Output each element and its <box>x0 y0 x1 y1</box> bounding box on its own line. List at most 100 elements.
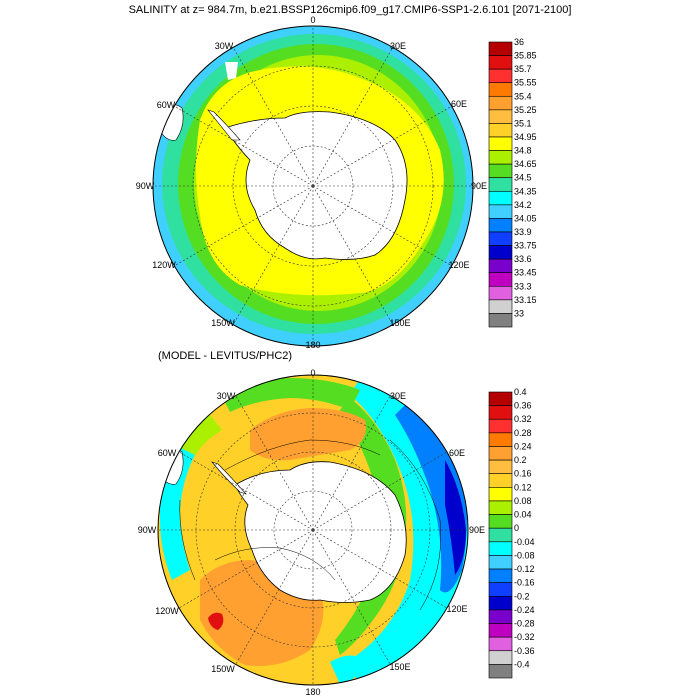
bottom-lon-label: 150E <box>389 662 410 672</box>
top-colorbar-label: 33.9 <box>514 227 532 237</box>
bottom-colorbar-box <box>488 664 513 679</box>
bottom-colorbar-label: -0.4 <box>514 659 530 669</box>
top-colorbar-label: 34.8 <box>514 146 532 156</box>
bottom-lon-label: 90W <box>138 525 157 535</box>
bottom-colorbar-label: -0.12 <box>514 564 535 574</box>
bottom-colorbar-box <box>488 391 513 406</box>
top-lon-label: 180 <box>305 340 320 350</box>
top-colorbar-box <box>488 285 513 301</box>
bottom-colorbar-label: 0.4 <box>514 387 527 397</box>
bottom-colorbar-label: -0.08 <box>514 550 535 560</box>
bottom-colorbar-label: -0.04 <box>514 537 535 547</box>
bottom-colorbar-label: 0 <box>514 523 519 533</box>
bottom-lon-label: 0 <box>310 368 315 378</box>
bottom-colorbar-box <box>488 650 513 665</box>
bottom-colorbar-box <box>488 500 513 515</box>
bottom-colorbar-label: -0.24 <box>514 605 535 615</box>
bottom-colorbar-label: 0.16 <box>514 469 532 479</box>
bottom-colorbar-label: -0.32 <box>514 632 535 642</box>
top-colorbar-box <box>488 272 513 287</box>
top-colorbar-label: 34.35 <box>514 186 537 196</box>
bottom-map <box>158 375 468 685</box>
bottom-colorbar-label: 0.08 <box>514 496 532 506</box>
bottom-colorbar-label: 0.28 <box>514 428 532 438</box>
bottom-panel-title: (MODEL - LEVITUS/PHC2) <box>158 350 292 362</box>
top-colorbar-label: 33.6 <box>514 254 532 264</box>
top-colorbar: 36 35.85 35.7 35.55 35.4 35.25 35.1 34.95 34.8 34… <box>488 37 537 328</box>
bottom-colorbar-box <box>488 636 513 652</box>
bottom-colorbar-box <box>488 568 513 583</box>
top-lon-label: 30W <box>215 41 234 51</box>
bottom-map-east-green <box>335 398 407 655</box>
bottom-colorbar-box <box>488 473 513 488</box>
top-colorbar-box <box>488 177 513 192</box>
top-colorbar-label: 35.7 <box>514 64 532 74</box>
bottom-colorbar-label: 0.04 <box>514 510 532 520</box>
top-colorbar-label: 35.25 <box>514 105 537 115</box>
bottom-lon-label: 120E <box>446 604 467 614</box>
top-colorbar-label: 35.1 <box>514 118 532 128</box>
top-colorbar-box <box>488 41 513 56</box>
top-colorbar-box <box>488 123 513 138</box>
top-colorbar-label: 34.05 <box>514 213 537 223</box>
bottom-lon-label: 60W <box>158 448 177 458</box>
bottom-colorbar-box <box>488 418 513 434</box>
bottom-lon-label: 30E <box>390 391 406 401</box>
top-lon-label: 90E <box>471 181 487 191</box>
top-map-border <box>152 25 474 347</box>
bottom-colorbar-box <box>488 623 513 638</box>
top-colorbar-label: 34.5 <box>514 173 532 183</box>
top-colorbar-label: 33 <box>514 308 524 318</box>
bottom-colorbar-label: 0.12 <box>514 482 532 492</box>
top-colorbar-label: 34.65 <box>514 159 537 169</box>
bottom-colorbar-label: 0.2 <box>514 455 527 465</box>
top-lon-label: 150W <box>211 318 235 328</box>
top-lon-label: 30E <box>390 41 406 51</box>
bottom-lon-label: 150W <box>211 664 235 674</box>
top-colorbar-label: 33.45 <box>514 268 537 278</box>
bottom-colorbar-label: 0.32 <box>514 414 532 424</box>
bottom-colorbar-label: 0.24 <box>514 441 532 451</box>
top-colorbar-box <box>488 231 513 246</box>
top-colorbar-box <box>488 68 513 84</box>
top-colorbar-box <box>488 150 513 165</box>
top-map-antarctica <box>224 111 408 260</box>
bottom-colorbar-box <box>488 555 513 570</box>
top-colorbar-box <box>488 163 513 179</box>
top-lon-label: 60E <box>451 99 467 109</box>
top-colorbar-box <box>488 109 513 124</box>
top-colorbar-box <box>488 82 513 97</box>
bottom-colorbar-box <box>488 582 513 597</box>
bottom-colorbar-label: -0.2 <box>514 591 530 601</box>
top-colorbar-box <box>488 245 513 260</box>
top-colorbar-box <box>488 218 513 233</box>
top-colorbar-box <box>488 190 513 206</box>
top-colorbar-box <box>488 136 513 151</box>
top-colorbar-box <box>488 204 513 219</box>
top-colorbar-label: 35.85 <box>514 51 537 61</box>
bottom-lon-label: 30W <box>217 391 236 401</box>
top-lon-label: 120E <box>448 260 469 270</box>
top-lon-label: 90W <box>136 181 155 191</box>
top-lon-labels: 0 30E 60E 90E 120E 150E 180 150W 120W 90… <box>136 15 487 350</box>
bottom-colorbar-box <box>488 432 513 447</box>
top-panel: SALINITY at z= 984.7m, b.e21.BSSP126cmip… <box>129 4 572 350</box>
bottom-colorbar-box <box>488 405 513 420</box>
bottom-lon-label: 120W <box>155 606 179 616</box>
bottom-colorbar: 0.4 0.36 0.32 0.28 0.24 0.2 0.16 0.12 0.08 0.04 0 -… <box>488 387 535 679</box>
top-colorbar-box <box>488 299 513 314</box>
bottom-lon-labels: 0 30E 60E 90E 120E 150E 180 150W 120W 90… <box>138 368 485 697</box>
top-colorbar-label: 34.95 <box>514 132 537 142</box>
top-lon-label: 60W <box>157 100 176 110</box>
bottom-colorbar-box <box>488 609 513 624</box>
top-lon-label: 150E <box>389 318 410 328</box>
bottom-lon-label: 90E <box>469 525 485 535</box>
bottom-panel: (MODEL - LEVITUS/PHC2) <box>138 350 535 697</box>
top-colorbar-box <box>488 313 513 328</box>
top-colorbar-label: 33.15 <box>514 295 537 305</box>
bottom-colorbar-label: -0.36 <box>514 646 535 656</box>
top-map <box>153 26 473 346</box>
bottom-map-south-cyan <box>330 655 365 684</box>
top-lon-label: 0 <box>310 15 315 25</box>
bottom-colorbar-box <box>488 527 513 543</box>
